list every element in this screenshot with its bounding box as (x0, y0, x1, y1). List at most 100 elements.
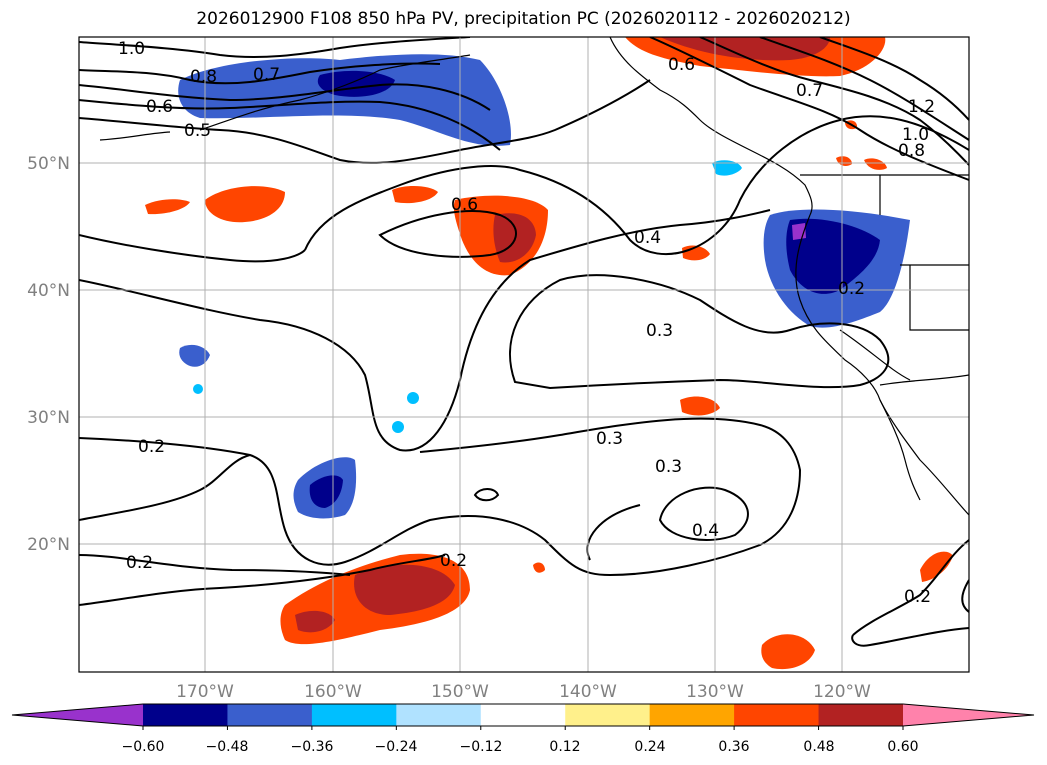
contour-line (852, 539, 969, 636)
lon-label: 140°W (559, 682, 617, 702)
contour-line (79, 99, 501, 151)
contour-label: 0.7 (253, 65, 280, 85)
lat-label: 30°N (27, 408, 70, 428)
contour-line (79, 62, 441, 85)
aleutians (99, 131, 171, 141)
precipitation-fills (145, 37, 953, 670)
contour-line (79, 234, 306, 263)
colorbar-extend-max (903, 704, 1034, 726)
colorbar (11, 703, 1035, 730)
precip-negative-small1 (179, 344, 210, 367)
contour-label: 1.0 (902, 125, 929, 145)
contour-label: 0.2 (138, 437, 165, 457)
contour-line (304, 115, 969, 256)
contour-line (649, 37, 969, 181)
precip-negative-small4 (392, 421, 404, 433)
contour-label: 0.3 (646, 321, 673, 341)
contour-label: 0.2 (440, 551, 467, 571)
precip-positive-small10 (864, 158, 887, 170)
contour-labels: 1.0 0.8 0.7 0.6 0.5 0.6 0.4 0.3 0.3 0.2 … (118, 39, 935, 607)
contour-label: 0.4 (634, 228, 661, 248)
colorbar-tick-label: 0.36 (718, 739, 749, 755)
lon-label: 170°W (176, 682, 234, 702)
precip-positive-small5 (680, 396, 720, 416)
colorbar-segment (734, 704, 820, 726)
colorbar-tick-label: −0.36 (291, 739, 334, 755)
coastline-us-west (795, 214, 969, 516)
contour-line (759, 37, 969, 141)
colorbar-tick-label: −0.48 (206, 739, 249, 755)
colorbar-labels: −0.60 −0.48 −0.36 −0.24 −0.12 0.12 0.24 … (122, 739, 919, 755)
lon-label: 160°W (304, 682, 362, 702)
precip-positive-south-core2 (295, 610, 335, 633)
precip-positive-small8 (533, 562, 545, 573)
lon-label: 120°W (813, 682, 871, 702)
contour-line (658, 486, 749, 541)
lat-label: 50°N (27, 154, 70, 174)
precip-positive-small2 (145, 199, 190, 215)
latitude-labels: 50°N 40°N 30°N 20°N (27, 154, 70, 555)
precip-positive-small7 (920, 551, 953, 582)
colorbar-segment (565, 704, 651, 726)
contour-line (79, 417, 802, 577)
lat-label: 40°N (27, 281, 70, 301)
precip-negative-hawaii-core (309, 475, 343, 508)
chart-title: 2026012900 F108 850 hPa PV, precipitatio… (196, 9, 851, 29)
colorbar-extend-min (12, 704, 143, 726)
pv-contours (79, 37, 969, 647)
plot-area (79, 37, 969, 672)
gridlines (79, 37, 969, 672)
contour-label: 0.4 (692, 521, 719, 541)
colorbar-segment (143, 704, 228, 726)
mexico-border (879, 374, 969, 386)
contour-label: 0.2 (838, 279, 865, 299)
precip-positive-south-core (354, 564, 455, 615)
contour-line (699, 37, 969, 166)
contour-label: 0.2 (904, 587, 931, 607)
contour-label: 0.6 (451, 195, 478, 215)
contour-line (851, 627, 969, 647)
precip-negative-uswest-core (786, 218, 880, 294)
contour-label: 0.2 (126, 553, 153, 573)
precip-positive-small6 (761, 634, 815, 670)
colorbar-tick-label: −0.60 (122, 739, 165, 755)
colorbar-segment (818, 704, 904, 726)
colorbar-tick-label: −0.24 (375, 739, 418, 755)
precip-negative-small5 (712, 160, 742, 176)
colorbar-tick-label: −0.12 (460, 739, 503, 755)
alaska-peninsula (199, 54, 471, 131)
state-border (839, 329, 911, 381)
precip-positive-small1 (205, 186, 285, 223)
lon-label: 150°W (431, 682, 489, 702)
colorbar-segment (311, 704, 397, 726)
contour-line (79, 554, 351, 576)
state-border (909, 265, 969, 331)
colorbar-segment (227, 704, 313, 726)
plot-frame (78, 36, 970, 673)
contour-line (79, 83, 491, 111)
contour-line (79, 554, 446, 606)
precip-negative-gulf (178, 54, 511, 146)
colorbar-segment (396, 704, 482, 726)
precip-positive-small3 (392, 186, 438, 204)
contour-line (79, 209, 771, 452)
colorbar-tick-label: 0.24 (634, 739, 665, 755)
coastline-alaska (609, 37, 813, 216)
precip-negative-small3 (407, 392, 419, 404)
contour-line (509, 274, 890, 390)
precip-positive-alaska-core (660, 37, 830, 61)
coastlines (99, 37, 969, 516)
longitude-labels: 170°W 160°W 150°W 140°W 130°W 120°W (176, 682, 871, 702)
contour-label: 1.2 (908, 97, 935, 117)
colorbar-tick-label: 0.60 (887, 739, 918, 755)
contour-label: 0.8 (898, 141, 925, 161)
contour-label: 0.6 (668, 55, 695, 75)
contour-label: 1.0 (118, 39, 145, 59)
contour-line (79, 454, 251, 521)
contour-line (961, 579, 969, 613)
contour-label: 0.3 (596, 429, 623, 449)
colorbar-tick-label: 0.48 (803, 739, 834, 755)
contour-line (378, 210, 517, 258)
contour-label: 0.3 (655, 457, 682, 477)
